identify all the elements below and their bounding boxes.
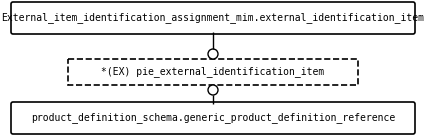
Text: product_definition_schema.generic_product_definition_reference: product_definition_schema.generic_produc…: [31, 113, 394, 124]
FancyBboxPatch shape: [11, 2, 414, 34]
Circle shape: [207, 49, 218, 59]
FancyBboxPatch shape: [68, 59, 357, 85]
FancyBboxPatch shape: [11, 102, 414, 134]
Text: External_item_identification_assignment_mim.external_identification_item: External_item_identification_assignment_…: [2, 13, 423, 23]
Text: *(EX) pie_external_identification_item: *(EX) pie_external_identification_item: [101, 67, 324, 77]
Circle shape: [207, 85, 218, 95]
